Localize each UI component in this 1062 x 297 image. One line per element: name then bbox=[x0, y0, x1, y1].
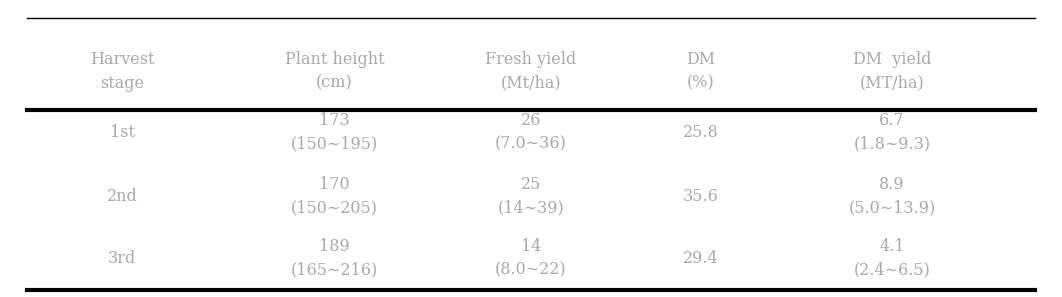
Text: 35.6: 35.6 bbox=[683, 187, 719, 205]
Text: DM
(%): DM (%) bbox=[686, 51, 716, 91]
Text: 2nd: 2nd bbox=[107, 187, 137, 205]
Text: Fresh yield
(Mt/ha): Fresh yield (Mt/ha) bbox=[485, 51, 577, 91]
Text: 4.1
(2.4∼6.5): 4.1 (2.4∼6.5) bbox=[854, 238, 930, 279]
Text: 3rd: 3rd bbox=[108, 250, 136, 267]
Text: 25.8: 25.8 bbox=[683, 124, 719, 141]
Text: 14
(8.0∼22): 14 (8.0∼22) bbox=[495, 238, 567, 279]
Text: DM  yield
(MT/ha): DM yield (MT/ha) bbox=[853, 51, 931, 91]
Text: Plant height
(cm): Plant height (cm) bbox=[285, 51, 384, 91]
Text: 189
(165∼216): 189 (165∼216) bbox=[291, 238, 378, 279]
Text: Harvest
stage: Harvest stage bbox=[90, 51, 154, 91]
Text: 26
(7.0∼36): 26 (7.0∼36) bbox=[495, 112, 567, 152]
Text: 6.7
(1.8∼9.3): 6.7 (1.8∼9.3) bbox=[854, 112, 930, 152]
Text: 1st: 1st bbox=[109, 124, 135, 141]
Text: 8.9
(5.0∼13.9): 8.9 (5.0∼13.9) bbox=[849, 176, 936, 216]
Text: 25
(14∼39): 25 (14∼39) bbox=[498, 176, 564, 216]
Text: 170
(150∼205): 170 (150∼205) bbox=[291, 176, 378, 216]
Text: 173
(150∼195): 173 (150∼195) bbox=[291, 112, 378, 152]
Text: 29.4: 29.4 bbox=[683, 250, 719, 267]
